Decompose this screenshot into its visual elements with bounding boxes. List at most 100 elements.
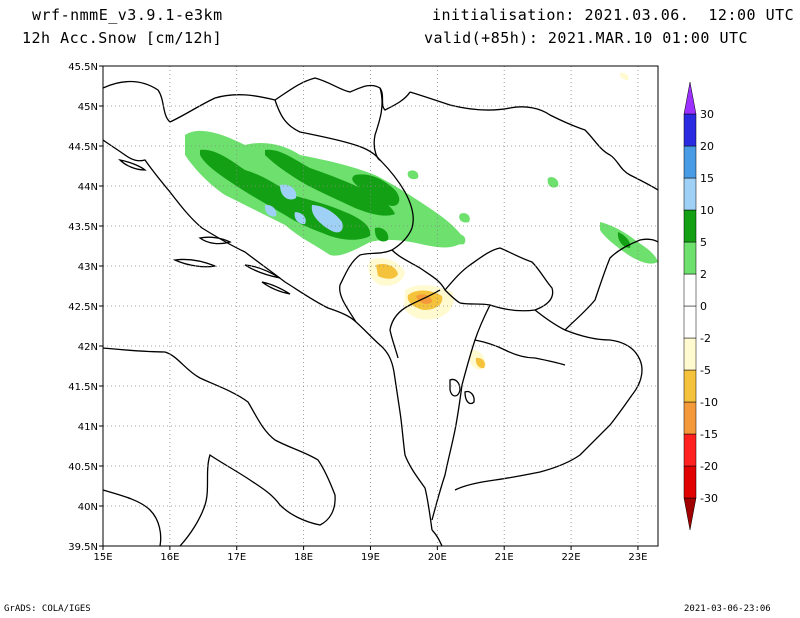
colorbar-label: 10 <box>700 204 714 217</box>
snow-band-5cm <box>617 232 631 248</box>
axis-ticks: 15E 16E 17E 18E 19E 20E 21E 22E 23E 39.5N 40N 40.5N… <box>68 62 647 563</box>
lat-tick-label: 41N <box>78 422 98 433</box>
lon-tick-label: 20E <box>428 552 447 563</box>
snow-band-10cm <box>311 205 343 233</box>
country-border <box>454 394 633 491</box>
colorbar-label: 2 <box>700 268 707 281</box>
lat-tick-label: 45N <box>78 102 98 113</box>
colorbar-swatch <box>683 337 697 371</box>
lat-tick-label: 44N <box>78 182 98 193</box>
country-border <box>564 238 659 331</box>
croatia-island <box>198 236 232 245</box>
lon-tick-label: 15E <box>93 552 112 563</box>
colorbar-label: -20 <box>700 460 718 473</box>
field-title: 12h Acc.Snow [cm/12h] <box>22 29 223 47</box>
snow-band-2cm <box>407 170 419 180</box>
country-border <box>274 99 414 229</box>
greece-coastline <box>431 529 443 547</box>
snow-band-5cm <box>374 227 389 242</box>
country-border <box>431 304 491 521</box>
colorbar-arrow-low <box>683 497 697 531</box>
colorbar-label: 5 <box>700 236 707 249</box>
lat-tick-label: 39.5N <box>68 542 98 553</box>
lon-tick-label: 18E <box>294 552 313 563</box>
italy-coastline <box>102 347 336 547</box>
colorbar-label: 0 <box>700 300 707 313</box>
lat-tick-label: 42.5N <box>68 302 98 313</box>
lat-tick-label: 42N <box>78 342 98 353</box>
lon-tick-label: 23E <box>628 552 647 563</box>
lat-tick-label: 44.5N <box>68 142 98 153</box>
lat-tick-label: 40.5N <box>68 462 98 473</box>
croatia-coastline <box>102 139 357 323</box>
colorbar-swatch <box>683 145 697 179</box>
country-border <box>534 309 643 396</box>
croatia-island <box>244 264 281 279</box>
snow-band-10cm <box>264 204 277 217</box>
colorbar-swatch <box>683 433 697 467</box>
lake <box>449 378 461 397</box>
melt-band-5cm <box>475 357 485 369</box>
lon-tick-label: 22E <box>562 552 581 563</box>
lake <box>464 390 475 405</box>
initialisation-time: initialisation: 2021.03.06. 12:00 UTC <box>432 6 795 24</box>
croatia-island <box>261 281 291 295</box>
country-border <box>339 227 413 323</box>
snow-band-10cm <box>294 212 306 225</box>
colorbar-label: -10 <box>700 396 718 409</box>
colorbar-swatch <box>683 465 697 499</box>
country-border <box>102 77 411 123</box>
colorbar-swatch <box>683 177 697 211</box>
colorbar-label: 20 <box>700 140 714 153</box>
snow-band-5cm <box>352 174 400 206</box>
render-timestamp: 2021-03-06-23:06 <box>684 604 771 614</box>
albania-coastline <box>355 321 433 531</box>
colorbar-label: -5 <box>700 364 711 377</box>
colorbar-label: 15 <box>700 172 714 185</box>
lat-tick-label: 43.5N <box>68 222 98 233</box>
country-border <box>389 289 441 359</box>
snow-band-2cm <box>459 213 470 223</box>
colorbar-label: -2 <box>700 332 711 345</box>
country-border <box>444 247 554 312</box>
snow-fields <box>185 72 658 370</box>
snow-band-2cm <box>454 234 466 245</box>
coastlines-and-borders <box>102 77 659 547</box>
lat-tick-label: 45.5N <box>68 62 98 73</box>
lat-tick-label: 41.5N <box>68 382 98 393</box>
colorbar-swatch <box>683 241 697 275</box>
melt-band-5cm <box>376 264 398 279</box>
colorbar-swatch <box>683 273 697 307</box>
colorbar-label: 30 <box>700 108 714 121</box>
lon-tick-label: 19E <box>361 552 380 563</box>
snow-band-2cm <box>547 177 559 188</box>
colorbar-swatch <box>683 113 697 147</box>
colorbar-swatch <box>683 401 697 435</box>
country-border <box>373 87 383 161</box>
model-title: wrf-nmmE_v3.9.1-e3km <box>32 6 223 24</box>
lon-tick-label: 21E <box>495 552 514 563</box>
lon-tick-label: 16E <box>160 552 179 563</box>
graticule <box>103 66 658 546</box>
colorbar-swatch <box>683 209 697 243</box>
colorbar-arrow-high <box>683 81 697 115</box>
colorbar-swatch <box>683 369 697 403</box>
croatia-island <box>118 158 147 171</box>
melt-band-2cm <box>619 72 629 80</box>
country-border <box>474 339 566 366</box>
colorbar-label: -30 <box>700 492 718 505</box>
lat-tick-label: 40N <box>78 502 98 513</box>
snow-band-10cm <box>280 184 297 200</box>
lat-tick-label: 43N <box>78 262 98 273</box>
colorbar-label: -15 <box>700 428 718 441</box>
country-border <box>391 249 461 304</box>
italy-heel-coastline <box>102 489 162 547</box>
valid-time: valid(+85h): 2021.MAR.10 01:00 UTC <box>424 29 749 47</box>
grads-credit: GrADS: COLA/IGES <box>4 604 91 614</box>
snow-band-5cm <box>265 149 395 216</box>
country-border <box>409 91 659 191</box>
lon-tick-label: 17E <box>227 552 246 563</box>
colorbar-swatch <box>683 305 697 339</box>
